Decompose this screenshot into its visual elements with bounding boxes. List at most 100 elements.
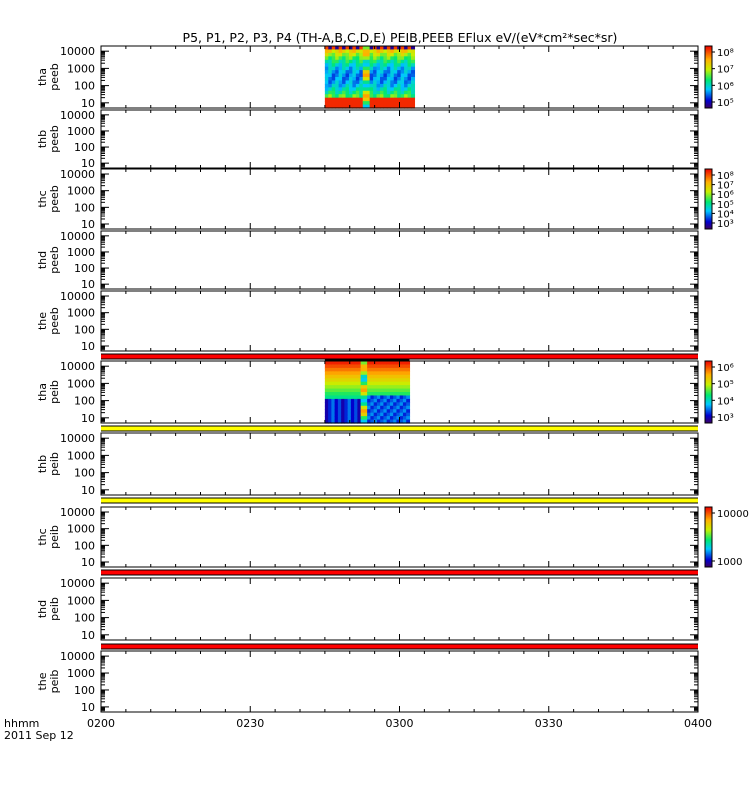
spectrogram-cell	[347, 364, 352, 369]
spectrogram-cell	[366, 63, 371, 68]
spectrogram-cell	[354, 364, 359, 369]
spectrogram-cell	[357, 374, 362, 379]
spectrogram-cell	[363, 364, 368, 369]
spectrogram-cell	[386, 87, 391, 92]
spectrogram-cell	[402, 412, 407, 417]
spectrogram-cell	[380, 367, 385, 372]
spectrogram-cell	[383, 402, 388, 407]
spectrogram-cell	[366, 83, 371, 88]
spectrogram-cell	[393, 83, 398, 88]
spectrogram-cell	[341, 364, 345, 369]
spectrogram-cell	[373, 416, 378, 421]
spectrogram-cell	[367, 395, 372, 400]
spectrogram-cell	[341, 381, 345, 386]
spectrogram-cell	[328, 361, 332, 366]
colorbar-label: 10⁵	[717, 380, 734, 391]
status-bar	[101, 644, 698, 649]
spectrogram-cell	[362, 87, 367, 92]
spectrogram-cell	[404, 70, 409, 75]
spectrogram-cell	[396, 388, 401, 393]
spectrogram-cell	[328, 409, 332, 414]
spectrogram-cell	[350, 402, 355, 407]
spectrogram-cell	[354, 416, 359, 421]
spectrogram-cell	[338, 104, 343, 109]
spectrogram-cell	[357, 364, 362, 369]
spectrogram-cell	[383, 398, 388, 403]
spectrogram-cell	[328, 83, 333, 88]
spectrogram-cell	[396, 374, 401, 379]
spectrogram-cell	[393, 412, 398, 417]
spectrogram-cell	[407, 70, 412, 75]
spectrogram-cell	[393, 381, 398, 386]
spectrogram-cell	[342, 73, 347, 78]
spectrogram-cell	[331, 378, 336, 383]
y-tick-label: 10	[81, 629, 95, 642]
x-tick-label: 0300	[386, 717, 414, 730]
spectrogram-cell	[380, 381, 385, 386]
spectrogram-cell	[393, 90, 398, 95]
spectrogram-cell	[328, 367, 332, 372]
spectrogram-cell	[347, 416, 352, 421]
spectrogram-cell	[406, 367, 411, 372]
spectrogram-cell	[369, 66, 374, 71]
panel-product-label: peeb	[48, 307, 61, 335]
spectrogram-cell	[393, 59, 398, 64]
spectrogram-cell	[393, 361, 398, 366]
spectrogram-cell	[383, 83, 388, 88]
spectrogram-cell	[404, 49, 409, 54]
spectrogram-cell	[367, 398, 372, 403]
spectrogram-cell	[407, 77, 412, 82]
spectrogram-cell	[397, 70, 402, 75]
spectrogram-cell	[334, 392, 339, 397]
spectrogram-cell	[393, 398, 398, 403]
spectrogram-cell	[328, 46, 333, 51]
spectrogram-cell	[402, 367, 407, 372]
spectrogram-cell	[360, 409, 365, 414]
spectrogram-cell	[331, 374, 336, 379]
spectrogram-cell	[348, 52, 354, 57]
spectrogram-cell	[348, 46, 354, 51]
spectrogram-cell	[352, 80, 357, 85]
spectrogram-cell	[386, 83, 391, 88]
spectrogram-cell	[393, 402, 398, 407]
y-tick-label: 1000	[67, 125, 95, 138]
spectrogram-cell	[380, 388, 385, 393]
spectrogram-cell	[328, 97, 333, 102]
spectrogram-cell	[367, 371, 372, 376]
spectrogram-cell	[337, 416, 342, 421]
spectrogram-cell	[396, 402, 401, 407]
spectrogram-cell	[386, 378, 391, 383]
spectrogram-cell	[373, 374, 378, 379]
spectrogram-cell	[331, 361, 336, 366]
spectrogram-cell	[404, 77, 409, 82]
spectrogram-cell	[367, 402, 372, 407]
y-tick-label: 100	[74, 141, 95, 154]
spectrogram-cell	[400, 59, 405, 64]
spectrogram-cell	[373, 371, 378, 376]
spectrogram-cell	[328, 49, 333, 54]
spectrogram-cell	[347, 392, 352, 397]
y-tick-label: 10	[81, 556, 95, 569]
panel-probe-label: thc	[36, 190, 49, 207]
spectrogram-cell	[386, 49, 391, 54]
spectrogram-cell	[334, 381, 339, 386]
spectrogram-cell	[345, 94, 350, 99]
spectrogram-cell	[383, 392, 388, 397]
spectrogram-cell	[363, 402, 368, 407]
spectrogram-cell	[331, 419, 336, 424]
spectrogram-cell	[376, 395, 381, 400]
spectrogram-cell	[400, 49, 405, 54]
spectrogram-cell	[338, 52, 343, 57]
spectrogram-cell	[376, 56, 381, 61]
spectrogram-cell	[390, 66, 395, 71]
spectrogram-cell	[357, 419, 362, 424]
spectrogram-cell	[404, 63, 409, 68]
spectrogram-cell	[369, 70, 374, 75]
data-coverage-marker	[324, 359, 410, 361]
spectrogram-cell	[383, 419, 388, 424]
spectrogram-cell	[399, 419, 404, 424]
spectrogram-cell	[380, 409, 385, 414]
spectrogram-cell	[369, 52, 374, 57]
spectrogram-cell	[334, 361, 339, 366]
spectrogram-cell	[350, 412, 355, 417]
